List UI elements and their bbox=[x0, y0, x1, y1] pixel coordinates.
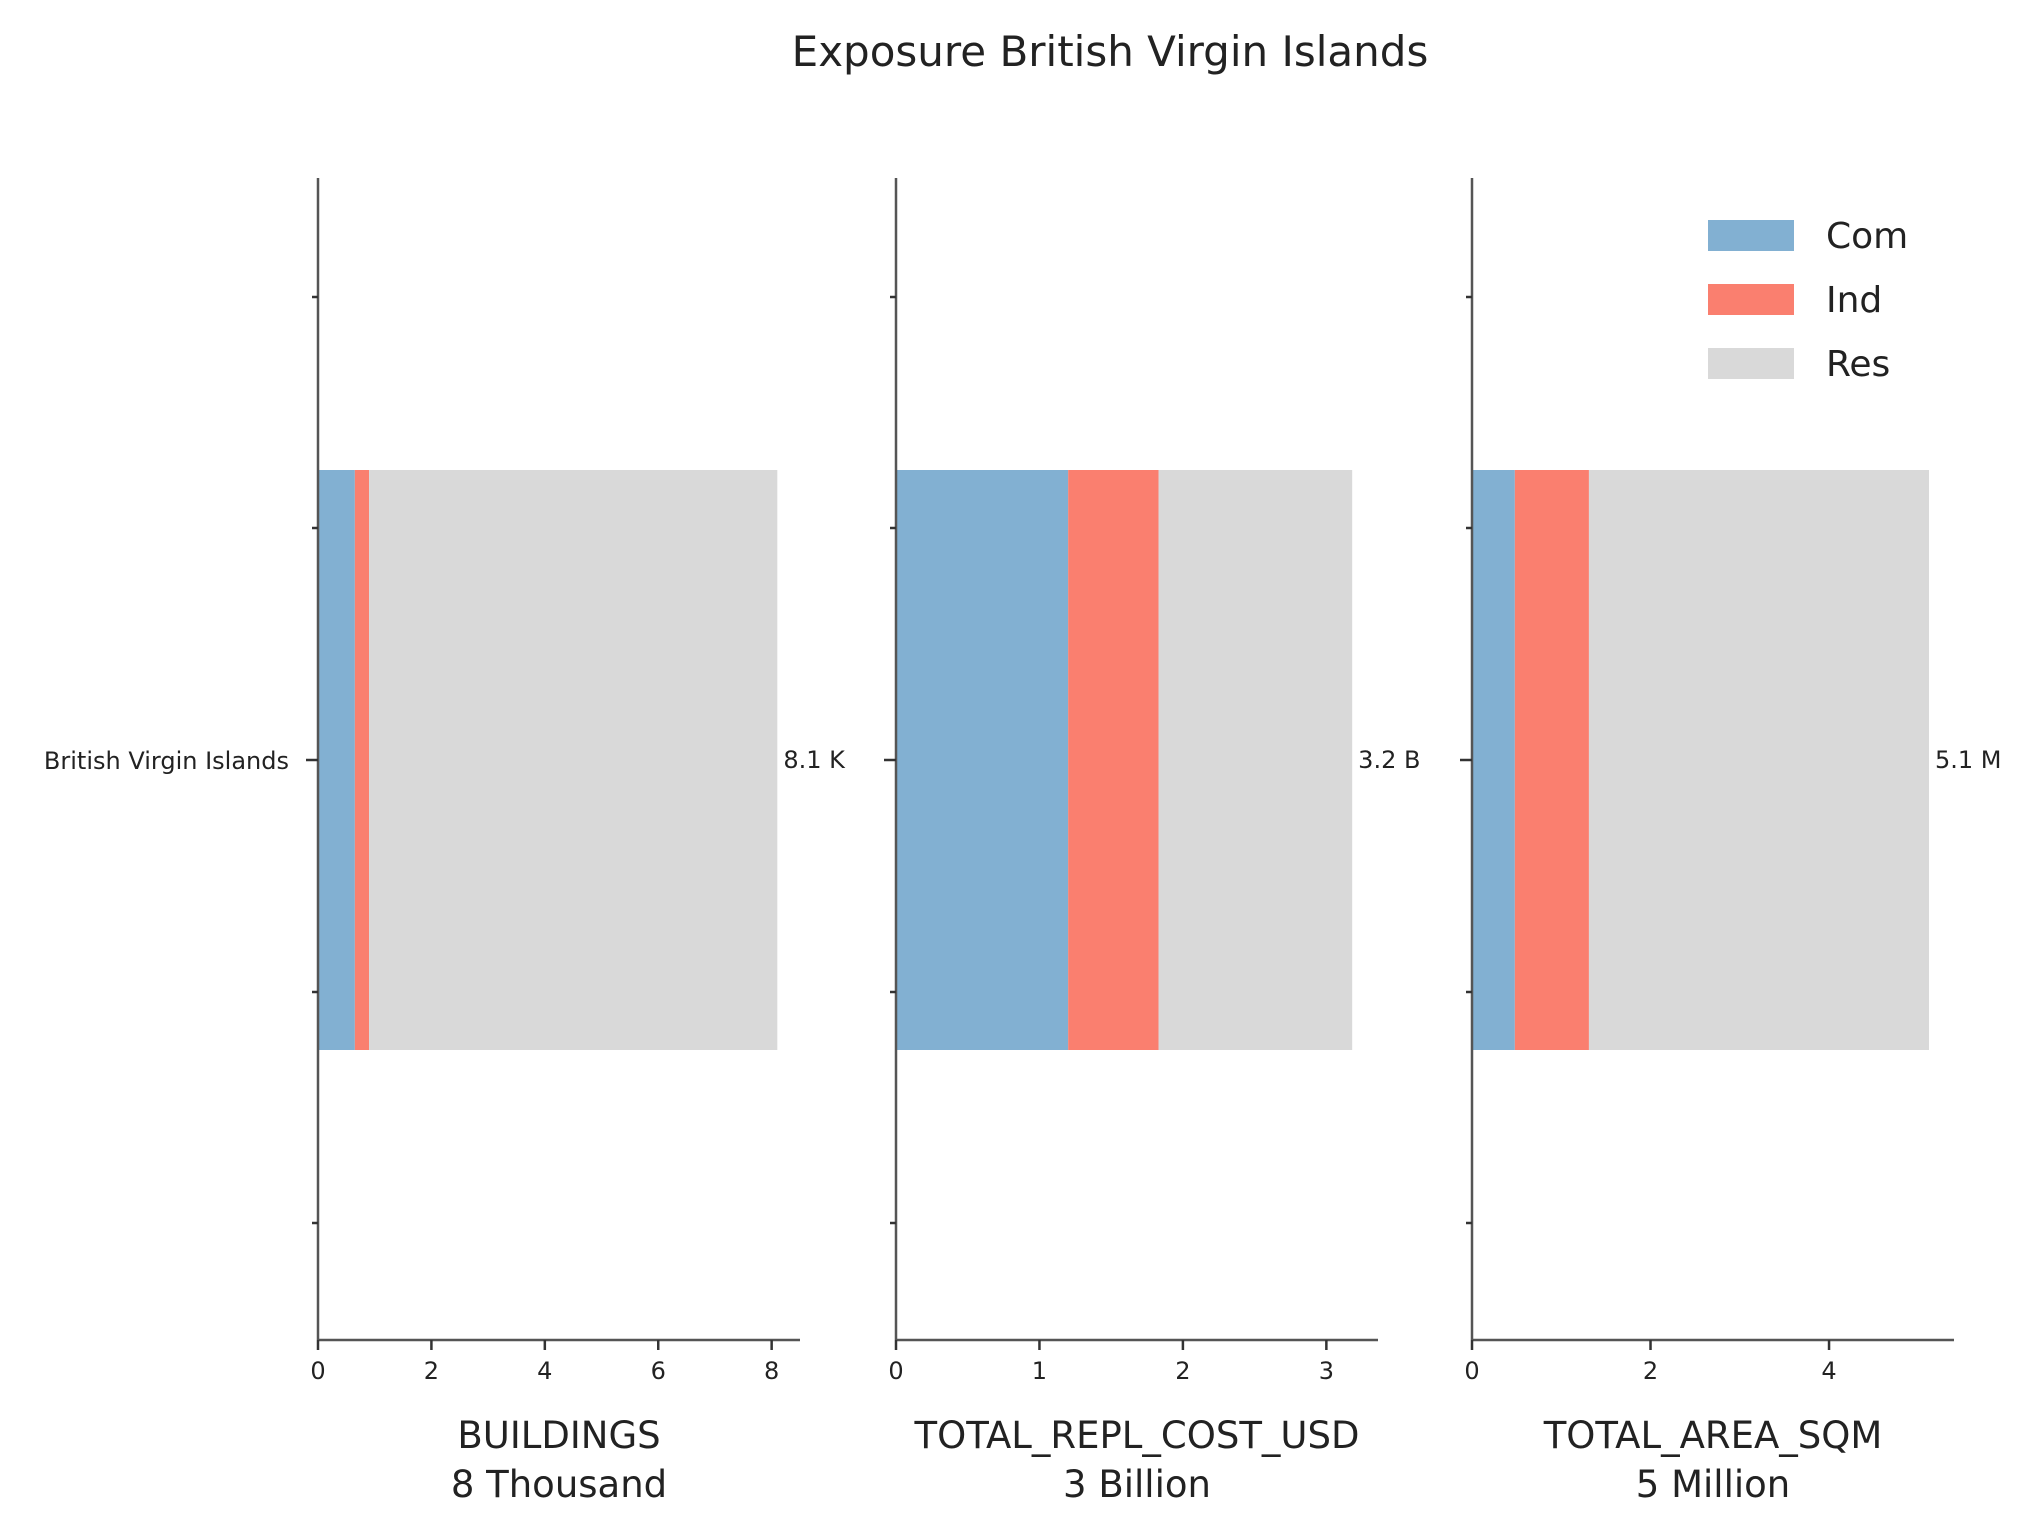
x-axis-unit-label: 8 Thousand bbox=[451, 1463, 667, 1506]
bar-com bbox=[318, 470, 355, 1050]
bar-com bbox=[1472, 470, 1515, 1050]
x-tick-label: 3 bbox=[1319, 1357, 1334, 1385]
x-axis-label: BUILDINGS bbox=[457, 1414, 660, 1457]
total-label: 8.1 K bbox=[783, 746, 846, 774]
panel-2: 0 1 2 3 3.2 B TOTAL_REPL_COST_USD 3 Billion bbox=[884, 178, 1420, 1506]
x-axis-unit-label: 5 Million bbox=[1636, 1463, 1790, 1506]
bar-ind bbox=[1068, 470, 1159, 1050]
bar-ind bbox=[354, 470, 370, 1050]
bar-res bbox=[1158, 470, 1353, 1050]
bar-ind bbox=[1514, 470, 1589, 1050]
legend: Com Ind Res bbox=[1708, 216, 1908, 385]
x-tick-label: 0 bbox=[888, 1357, 903, 1385]
bar-com bbox=[896, 470, 1069, 1050]
legend-swatch-com bbox=[1708, 220, 1794, 251]
x-tick-label: 2 bbox=[424, 1357, 439, 1385]
x-tick-label: 2 bbox=[1175, 1357, 1190, 1385]
bar-res bbox=[369, 470, 778, 1050]
panel-1: British Virgin Islands 0 2 4 6 8 8.1 K BUILDING… bbox=[44, 178, 846, 1506]
x-tick-label: 1 bbox=[1032, 1357, 1047, 1385]
x-axis-label: TOTAL_AREA_SQM bbox=[1543, 1414, 1883, 1457]
x-axis-label: TOTAL_REPL_COST_USD bbox=[914, 1414, 1360, 1457]
legend-label-com: Com bbox=[1826, 216, 1908, 257]
x-axis-unit-label: 3 Billion bbox=[1063, 1463, 1211, 1506]
legend-label-ind: Ind bbox=[1826, 280, 1882, 321]
legend-label-res: Res bbox=[1826, 344, 1890, 385]
x-tick-label: 4 bbox=[537, 1357, 552, 1385]
x-tick-label: 8 bbox=[764, 1357, 779, 1385]
x-tick-label: 0 bbox=[310, 1357, 325, 1385]
chart-title: Exposure British Virgin Islands bbox=[792, 27, 1429, 76]
x-tick-label: 6 bbox=[651, 1357, 666, 1385]
legend-swatch-res bbox=[1708, 348, 1794, 379]
x-tick-label: 0 bbox=[1464, 1357, 1479, 1385]
category-label: British Virgin Islands bbox=[44, 747, 289, 775]
bar-res bbox=[1588, 470, 1930, 1050]
legend-swatch-ind bbox=[1708, 284, 1794, 315]
total-label: 5.1 M bbox=[1935, 746, 2002, 774]
x-tick-label: 2 bbox=[1643, 1357, 1658, 1385]
panel-3: 0 2 4 5.1 M TOTAL_AREA_SQM 5 Million bbox=[1460, 178, 2002, 1506]
total-label: 3.2 B bbox=[1358, 746, 1420, 774]
x-tick-label: 4 bbox=[1821, 1357, 1836, 1385]
